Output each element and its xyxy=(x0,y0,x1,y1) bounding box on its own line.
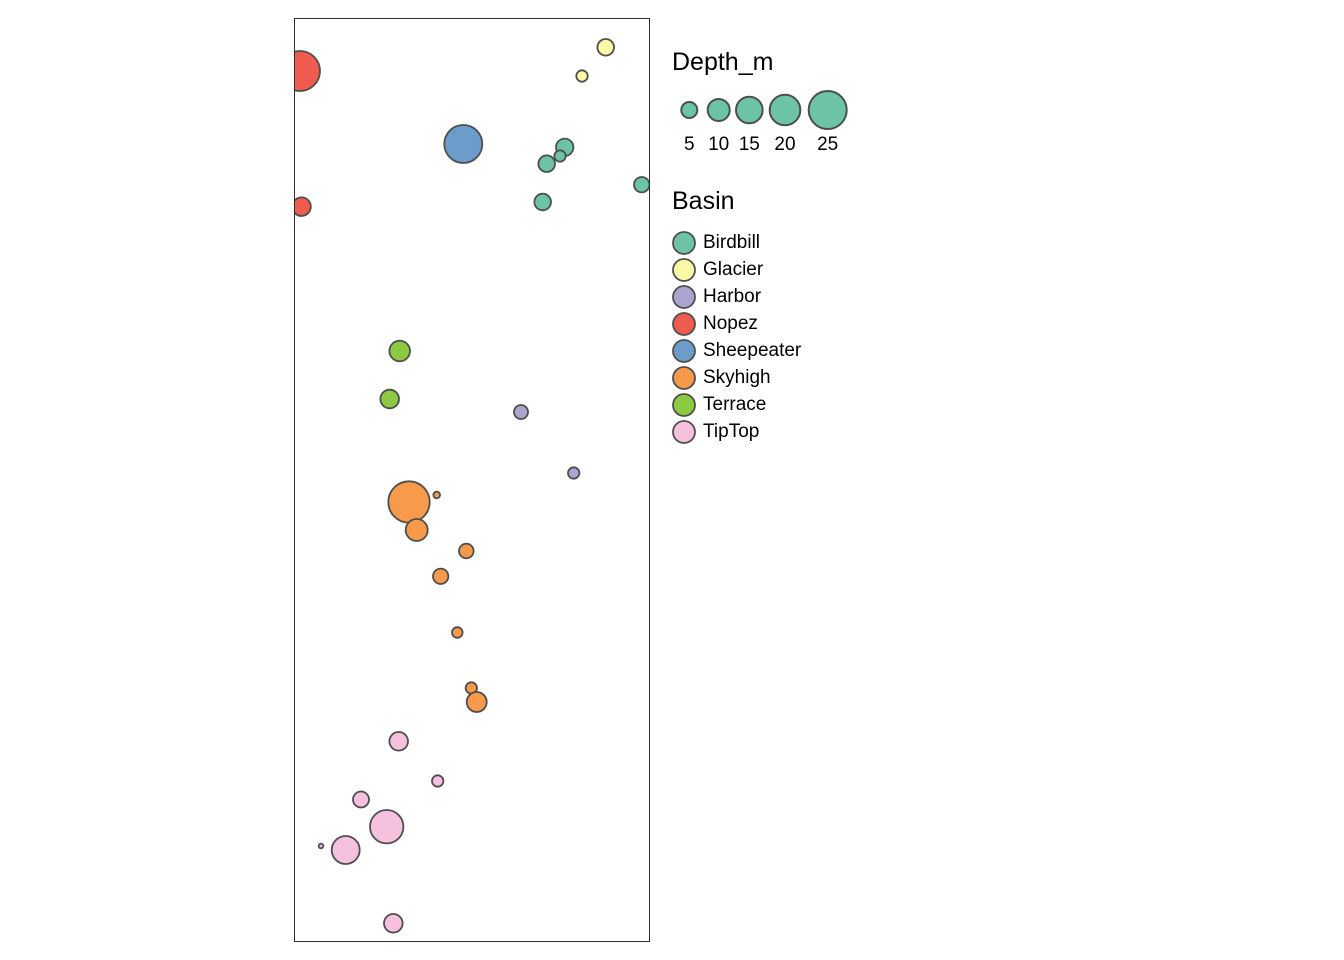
data-point-bubble xyxy=(458,542,475,560)
data-point-bubble xyxy=(330,835,361,865)
legend-row-nopez: Nopez xyxy=(672,310,932,337)
plot-panel xyxy=(294,18,650,942)
legend: Depth_m 5 10 15 20 25 Basin Birdbill Glacier H… xyxy=(672,48,932,445)
legend-key-icon xyxy=(672,257,696,282)
data-point-bubble xyxy=(431,774,445,788)
legend-row-label: Skyhigh xyxy=(703,367,771,388)
data-point-bubble xyxy=(553,149,567,163)
data-point-bubble xyxy=(432,490,441,500)
legend-key-icon xyxy=(672,392,696,417)
size-legend-ticks: 5 10 15 20 25 xyxy=(672,134,932,156)
data-point-bubble xyxy=(596,38,615,57)
data-point-bubble xyxy=(369,809,405,845)
data-point-bubble xyxy=(633,176,649,194)
legend-row-sheepeater: Sheepeater xyxy=(672,337,932,364)
legend-row-label: Birdbill xyxy=(703,232,761,253)
size-legend-tick-label: 20 xyxy=(774,134,796,155)
size-legend-bubbles-svg xyxy=(680,90,848,130)
data-point-bubble xyxy=(387,480,431,524)
data-point-bubble xyxy=(567,466,581,480)
legend-row-birdbill: Birdbill xyxy=(672,229,932,256)
data-point-bubble xyxy=(537,154,556,173)
legend-row-skyhigh: Skyhigh xyxy=(672,364,932,391)
data-point-bubble xyxy=(533,192,552,212)
size-legend-bubble xyxy=(807,90,848,130)
data-point-bubble xyxy=(379,388,400,410)
plot-area-svg xyxy=(295,38,649,934)
size-legend-bubble xyxy=(735,95,764,125)
data-point-bubble xyxy=(513,404,529,420)
data-point-bubble xyxy=(295,196,312,217)
size-legend-bubble xyxy=(706,98,731,122)
data-point-bubble xyxy=(388,339,411,363)
data-point-bubble xyxy=(404,518,429,542)
size-legend-tick-label: 10 xyxy=(708,134,730,155)
legend-key-icon xyxy=(672,230,696,255)
size-legend-bubble xyxy=(680,101,699,119)
legend-row-label: Harbor xyxy=(703,286,762,307)
data-point-bubble xyxy=(383,913,404,934)
color-legend-rows: Birdbill Glacier Harbor Nopez Sheepeater Skyh… xyxy=(672,229,932,445)
data-point-bubble xyxy=(317,842,325,850)
legend-row-label: Sheepeater xyxy=(703,340,802,361)
legend-row-label: Terrace xyxy=(703,394,767,415)
data-point-bubble xyxy=(388,731,409,752)
size-legend-tick-label: 15 xyxy=(738,134,760,155)
size-legend-tick-label: 5 xyxy=(684,134,695,155)
legend-key-icon xyxy=(672,419,696,444)
size-legend-bubble xyxy=(768,93,802,127)
size-legend-title: Depth_m xyxy=(672,48,774,76)
size-legend-tick-label: 25 xyxy=(817,134,839,155)
legend-key-icon xyxy=(672,311,696,336)
legend-row-label: Glacier xyxy=(703,259,764,280)
legend-key-icon xyxy=(672,365,696,390)
legend-key-icon xyxy=(672,284,696,309)
color-legend-title: Basin xyxy=(672,187,735,215)
data-point-bubble xyxy=(451,626,464,639)
legend-row-label: Nopez xyxy=(703,313,758,334)
legend-row-terrace: Terrace xyxy=(672,391,932,418)
legend-key-icon xyxy=(672,338,696,363)
data-point-bubble xyxy=(465,691,488,713)
legend-row-label: TipTop xyxy=(703,421,760,442)
legend-row-tiptop: TipTop xyxy=(672,418,932,445)
data-point-bubble xyxy=(295,50,321,92)
legend-row-glacier: Glacier xyxy=(672,256,932,283)
legend-row-harbor: Harbor xyxy=(672,283,932,310)
data-point-bubble xyxy=(432,567,450,585)
data-point-bubble xyxy=(352,790,370,809)
data-point-bubble xyxy=(575,69,589,83)
data-point-bubble xyxy=(443,124,484,164)
